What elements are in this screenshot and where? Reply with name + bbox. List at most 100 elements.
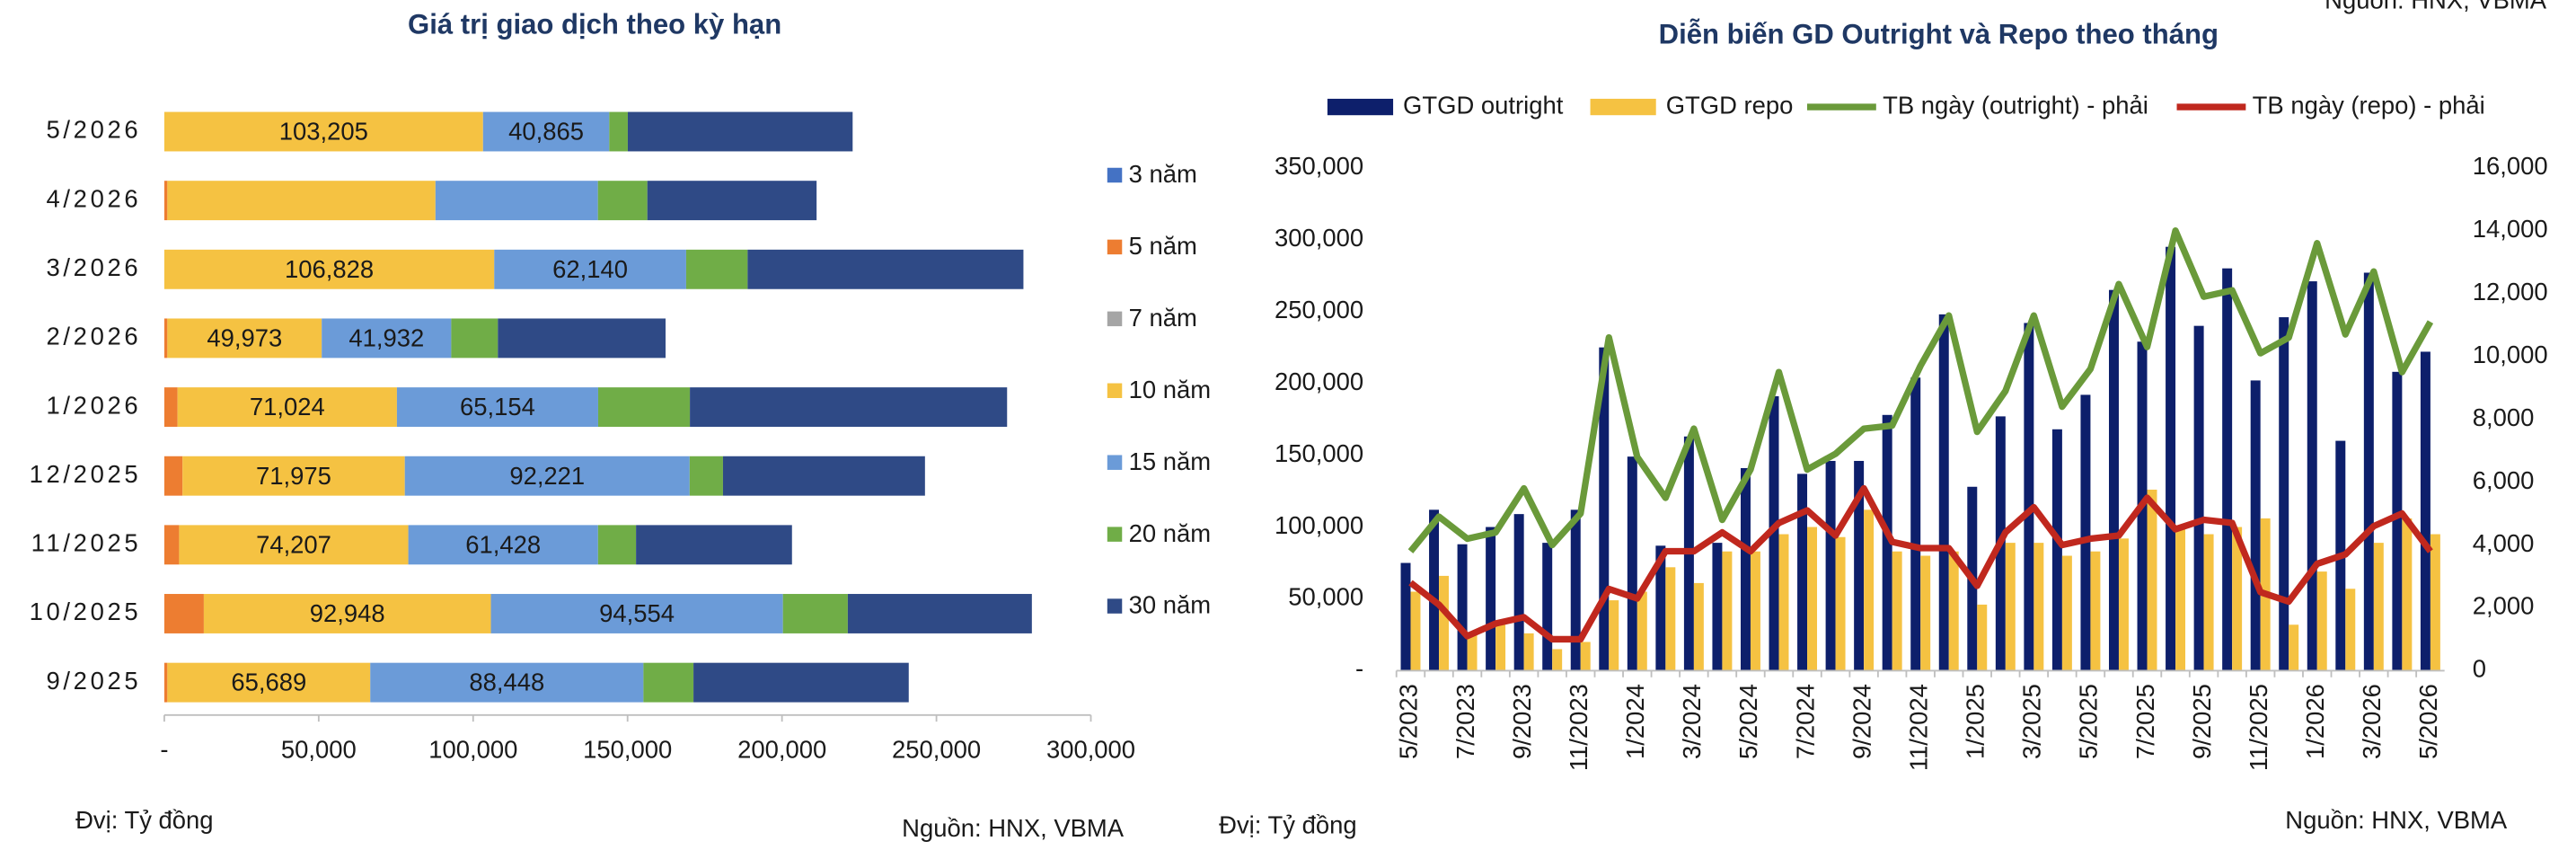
bar-segment: [404, 456, 690, 496]
bar: [1495, 624, 1506, 671]
data-label: 65,154: [460, 393, 535, 421]
data-label: 62,140: [552, 255, 628, 283]
data-label: 94,554: [599, 599, 675, 627]
y-tick-label: 10/2025: [30, 598, 142, 625]
data-label: 106,828: [285, 255, 374, 283]
x-tick-label: 200,000: [737, 735, 826, 763]
y-tick-label: 50,000: [1288, 583, 1363, 611]
bar-segment: [597, 181, 648, 221]
bar: [2363, 272, 2374, 671]
data-label: 88,448: [469, 668, 544, 696]
bar: [1778, 534, 1789, 671]
y2-tick-label: 14,000: [2473, 215, 2548, 243]
x-tick-label: 5/2023: [1395, 684, 1423, 759]
y-tick-label: 200,000: [1275, 367, 1363, 395]
legend-label: 10 năm: [1129, 376, 1211, 403]
bar-segment: [167, 662, 371, 703]
bar: [1797, 474, 1808, 671]
bar-segment: [163, 249, 495, 289]
bar: [2175, 527, 2186, 671]
legend-label: 3 năm: [1129, 160, 1197, 188]
data-label: 92,221: [509, 462, 585, 490]
line: [1407, 227, 2434, 553]
bar-segment: [722, 456, 925, 496]
data-label: 74,207: [256, 530, 331, 558]
x-tick-label: 5/2024: [1734, 684, 1762, 759]
bar: [2402, 518, 2413, 671]
bar: [1665, 567, 1676, 671]
data-label: 92,948: [310, 599, 385, 627]
legend-label: 30 năm: [1129, 591, 1211, 619]
bar-segment: [747, 249, 1024, 289]
data-label: 71,975: [256, 462, 331, 490]
bar: [1486, 527, 1496, 671]
x-tick-label: 9/2025: [2188, 684, 2216, 759]
data-label: 41,932: [348, 324, 424, 352]
bar: [2316, 571, 2327, 671]
y-tick-label: 100,000: [1275, 511, 1363, 539]
y2-tick-label: 0: [2473, 655, 2486, 683]
bar: [2061, 555, 2072, 671]
bar-segment: [370, 662, 644, 703]
x-tick-label: 300,000: [1046, 735, 1135, 763]
bar: [1513, 514, 1524, 671]
data-label: 61,428: [465, 530, 541, 558]
bar: [1835, 536, 1846, 671]
source-note: Nguồn: HNX, VBMA: [902, 814, 1125, 842]
bar-segment: [435, 181, 598, 221]
legend-label: GTGD outright: [1403, 91, 1564, 119]
bar: [2118, 538, 2129, 671]
bar: [1636, 591, 1647, 671]
bar-segment: [163, 456, 183, 496]
bar: [2051, 429, 2062, 671]
bar: [2307, 281, 2317, 671]
bar-segment: [163, 662, 168, 703]
y-tick-label: 12/2025: [30, 460, 142, 488]
bar: [2373, 543, 2384, 671]
bar: [1439, 575, 1450, 671]
bar-segment: [490, 594, 783, 633]
bar: [1910, 377, 1921, 671]
legend-swatch: [1107, 598, 1123, 614]
bar: [2024, 323, 2034, 671]
source-note: Nguồn: HNX, VBMA: [2285, 806, 2508, 834]
bar-segment: [322, 318, 452, 359]
data-label: 65,689: [231, 668, 306, 696]
bar-segment: [163, 318, 168, 359]
source-note: Nguồn: HNX, VBMA: [2325, 0, 2547, 13]
y2-tick-label: 2,000: [2473, 592, 2535, 620]
y-tick-label: 3/2026: [46, 253, 141, 281]
bar: [1693, 582, 1704, 671]
bar: [1523, 633, 1534, 671]
bar-segment: [643, 662, 694, 703]
bar: [1655, 545, 1666, 671]
unit-note: Đvị: Tỷ đồng: [75, 806, 213, 834]
x-tick-label: 7/2024: [1791, 684, 1819, 759]
bar: [1722, 551, 1733, 671]
bar-segment: [636, 525, 792, 565]
y-tick-label: 150,000: [1275, 439, 1363, 467]
bar: [2033, 543, 2044, 671]
y2-tick-label: 16,000: [2473, 152, 2548, 180]
legend-swatch: [1107, 527, 1123, 542]
bar: [1457, 544, 1468, 671]
legend-swatch: [1107, 383, 1123, 399]
bar: [2250, 380, 2261, 671]
y2-tick-label: 6,000: [2473, 466, 2535, 494]
data-label: 40,865: [508, 118, 584, 146]
bar: [1552, 649, 1563, 671]
x-tick-label: 100,000: [428, 735, 517, 763]
chart-title: Diễn biến GD Outright và Repo theo tháng: [1659, 19, 2219, 50]
bar: [2232, 527, 2243, 671]
y-tick-label: 11/2025: [31, 529, 142, 557]
bar-segment: [167, 181, 436, 221]
legend-swatch: [1107, 239, 1123, 255]
x-tick-label: 1/2026: [2301, 684, 2329, 759]
bar: [1769, 396, 1779, 671]
x-tick-label: 11/2025: [2245, 684, 2272, 771]
bar: [2147, 489, 2157, 671]
data-label: 71,024: [250, 393, 325, 421]
bar-segment: [494, 249, 686, 289]
unit-note: Đvị: Tỷ đồng: [1219, 810, 1356, 838]
